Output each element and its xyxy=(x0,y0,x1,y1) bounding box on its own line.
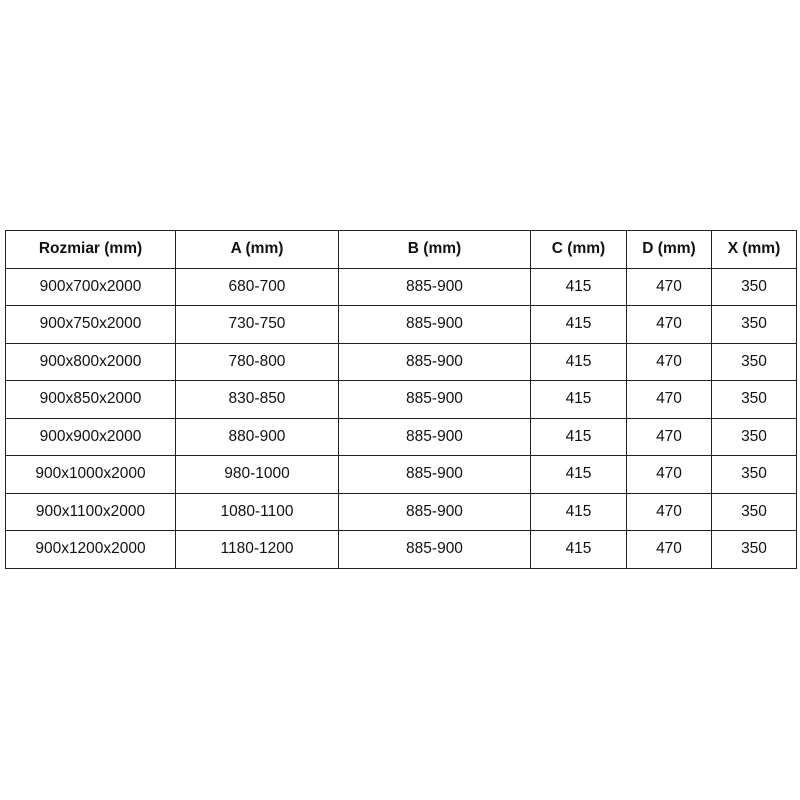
table-cell: 415 xyxy=(530,530,627,569)
table-cell: 350 xyxy=(711,342,797,381)
table-cell: 900x750x2000 xyxy=(5,305,176,344)
table-cell: 885-900 xyxy=(338,417,531,456)
table-cell: 470 xyxy=(626,492,712,531)
table-cell: 900x850x2000 xyxy=(5,380,176,419)
table-cell: 730-750 xyxy=(175,305,339,344)
table-cell: 885-900 xyxy=(338,267,531,306)
table-cell: 780-800 xyxy=(175,342,339,381)
table-cell: 885-900 xyxy=(338,305,531,344)
table-cell: 470 xyxy=(626,267,712,306)
table-cell: 470 xyxy=(626,530,712,569)
table-cell: 350 xyxy=(711,380,797,419)
table-cell: 1180-1200 xyxy=(175,530,339,569)
column-header: D (mm) xyxy=(626,230,712,269)
table-body: 900x700x2000 680-700 885-900 415 470 350 900x7… xyxy=(5,267,797,569)
table-cell: 470 xyxy=(626,417,712,456)
column-header: C (mm) xyxy=(530,230,627,269)
table-cell: 415 xyxy=(530,342,627,381)
table-cell: 900x900x2000 xyxy=(5,417,176,456)
header-row: Rozmiar (mm) A (mm) B (mm) C (mm) D (mm) X (m… xyxy=(5,230,797,269)
table-cell: 900x1100x2000 xyxy=(5,492,176,531)
table-cell: 415 xyxy=(530,492,627,531)
table-row: 900x700x2000 680-700 885-900 415 470 350 xyxy=(5,267,797,306)
table-cell: 1080-1100 xyxy=(175,492,339,531)
table-cell: 415 xyxy=(530,417,627,456)
table-cell: 350 xyxy=(711,267,797,306)
table-cell: 885-900 xyxy=(338,530,531,569)
table-cell: 885-900 xyxy=(338,380,531,419)
table-cell: 980-1000 xyxy=(175,455,339,494)
table-cell: 470 xyxy=(626,455,712,494)
table-row: 900x750x2000 730-750 885-900 415 470 350 xyxy=(5,305,797,344)
column-header: Rozmiar (mm) xyxy=(5,230,176,269)
table-cell: 885-900 xyxy=(338,455,531,494)
table-row: 900x1100x2000 1080-1100 885-900 415 470 350 xyxy=(5,492,797,531)
table-cell: 415 xyxy=(530,380,627,419)
column-header: B (mm) xyxy=(338,230,531,269)
table-cell: 880-900 xyxy=(175,417,339,456)
table-cell: 900x800x2000 xyxy=(5,342,176,381)
table-cell: 350 xyxy=(711,305,797,344)
dimensions-table: Rozmiar (mm) A (mm) B (mm) C (mm) D (mm) X (m… xyxy=(5,230,797,569)
table-row: 900x1000x2000 980-1000 885-900 415 470 350 xyxy=(5,455,797,494)
table-cell: 350 xyxy=(711,492,797,531)
table-cell: 830-850 xyxy=(175,380,339,419)
table-cell: 900x700x2000 xyxy=(5,267,176,306)
table-cell: 350 xyxy=(711,417,797,456)
table-cell: 680-700 xyxy=(175,267,339,306)
table-row: 900x800x2000 780-800 885-900 415 470 350 xyxy=(5,342,797,381)
column-header: X (mm) xyxy=(711,230,797,269)
table-cell: 470 xyxy=(626,380,712,419)
table-cell: 900x1000x2000 xyxy=(5,455,176,494)
table-cell: 350 xyxy=(711,530,797,569)
table-cell: 885-900 xyxy=(338,492,531,531)
table-cell: 900x1200x2000 xyxy=(5,530,176,569)
table-cell: 415 xyxy=(530,455,627,494)
table-cell: 415 xyxy=(530,267,627,306)
table-cell: 885-900 xyxy=(338,342,531,381)
table-row: 900x1200x2000 1180-1200 885-900 415 470 350 xyxy=(5,530,797,569)
table-cell: 470 xyxy=(626,342,712,381)
table-row: 900x850x2000 830-850 885-900 415 470 350 xyxy=(5,380,797,419)
table-cell: 470 xyxy=(626,305,712,344)
column-header: A (mm) xyxy=(175,230,339,269)
table-cell: 350 xyxy=(711,455,797,494)
table-cell: 415 xyxy=(530,305,627,344)
table-row: 900x900x2000 880-900 885-900 415 470 350 xyxy=(5,417,797,456)
